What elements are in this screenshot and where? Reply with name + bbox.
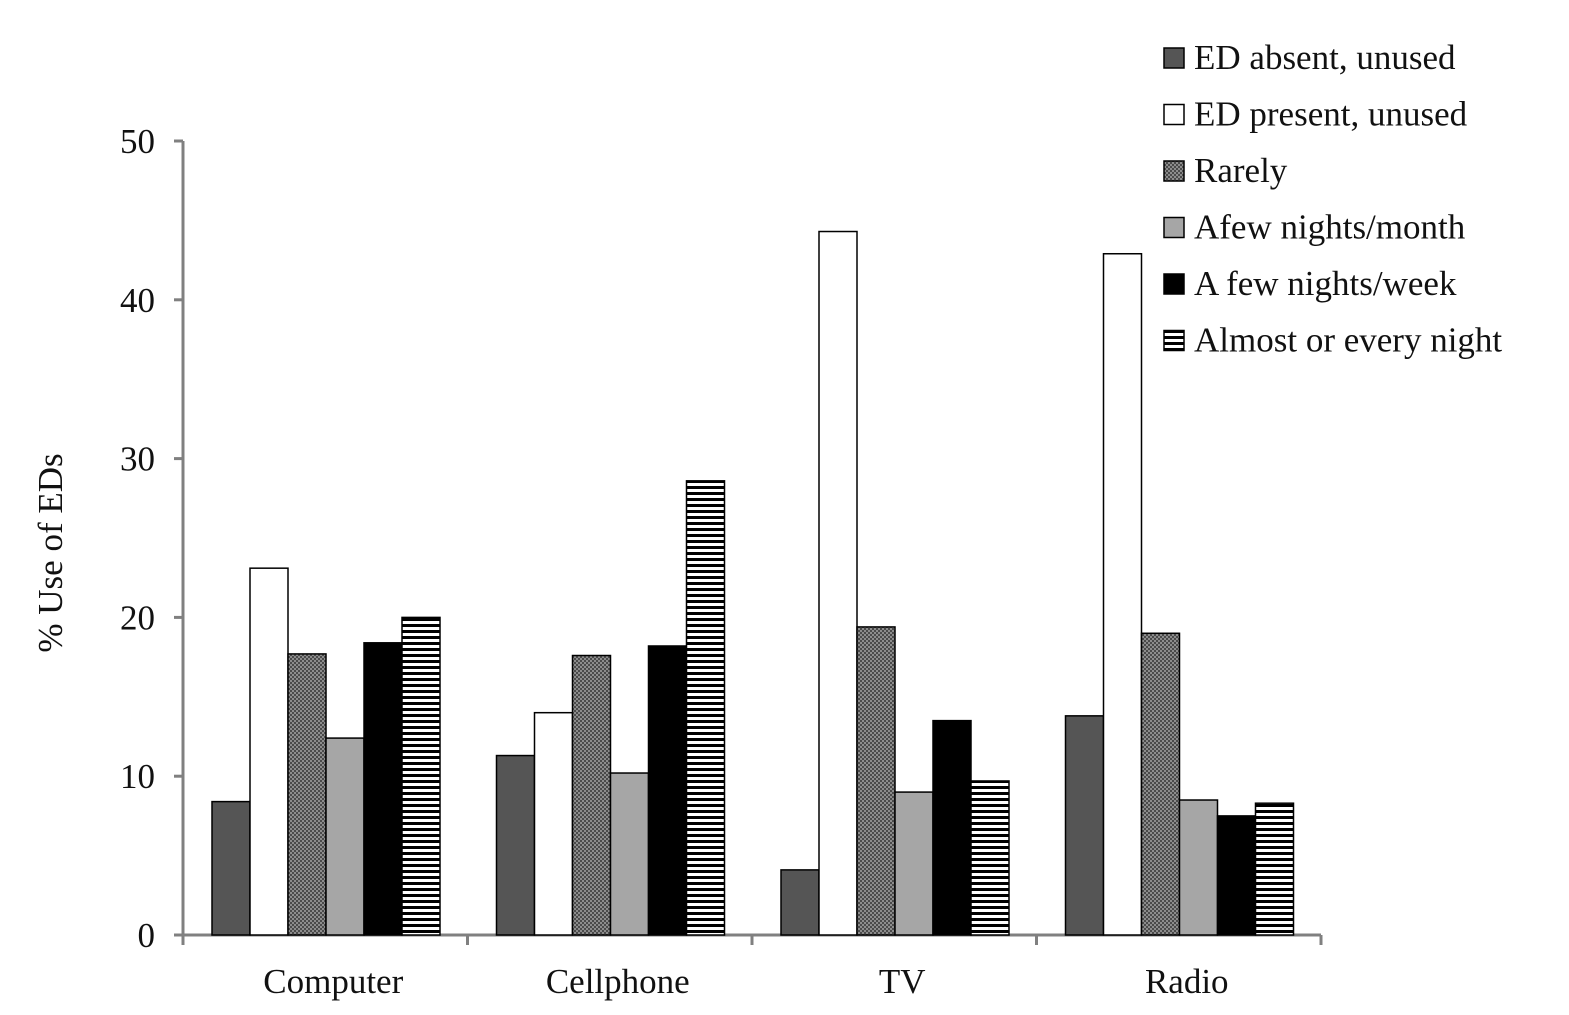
bar-computer-ed-absent-unused [211,800,251,936]
legend-label-ed-present-unused: ED present, unused [1194,95,1468,134]
bar-radio-rarely [1140,632,1181,936]
x-category-label: Radio [1145,962,1229,1001]
bar-radio-a-few-nights-week [1216,815,1257,936]
bar-computer-afew-nights-month [325,737,365,936]
bar-radio-almost-or-every-night [1254,802,1295,936]
legend-swatch-ed-present-unused [1163,103,1185,126]
bar-cellphone-ed-absent-unused [495,754,536,936]
bar-cellphone-rarely [571,654,612,936]
bar-computer-almost-or-every-night [401,616,441,936]
legend-label-afew-nights-month: Afew nights/month [1194,208,1466,247]
bar-radio-ed-present-unused [1102,252,1143,936]
legend-swatch-afew-nights-month [1163,216,1185,239]
x-category-label: TV [879,962,926,1001]
bar-cellphone-ed-present-unused [533,711,574,936]
bar-cellphone-afew-nights-month [609,772,650,936]
bar-cellphone-a-few-nights-week [647,645,688,936]
legend-swatch-almost-or-every-night [1163,329,1185,352]
x-category-label: Computer [263,962,403,1001]
legend-swatch-ed-absent-unused [1163,47,1185,69]
y-tick-label: 10 [120,757,155,796]
legend-label-almost-or-every-night: Almost or every night [1194,321,1502,360]
bar-tv-almost-or-every-night [970,780,1010,936]
legend-swatch-rarely [1163,160,1185,182]
bars [211,230,1295,936]
y-tick-label: 0 [138,916,156,955]
x-category-label: Cellphone [546,962,690,1001]
legend-label-a-few-nights-week: A few nights/week [1194,264,1457,303]
bar-computer-rarely [287,653,327,936]
bar-radio-afew-nights-month [1178,799,1219,936]
bar-tv-ed-present-unused [818,230,858,936]
legend-swatch-a-few-nights-week [1163,273,1185,295]
legend-label-ed-absent-unused: ED absent, unused [1194,38,1456,77]
labels: 0 10 20 30 40 50 % Use of EDs Computer Cellphone… [31,122,1229,1001]
legend: ED absent, unused ED present, unused Rarel… [1163,38,1502,360]
y-tick-label: 50 [120,122,155,161]
bar-tv-afew-nights-month [894,791,934,936]
y-tick-label: 20 [120,598,155,637]
bar-radio-ed-absent-unused [1064,715,1105,936]
bar-computer-a-few-nights-week [363,642,403,936]
bar-computer-ed-present-unused [249,567,289,936]
y-axis-title: % Use of EDs [31,453,70,652]
legend-label-rarely: Rarely [1194,151,1288,190]
bar-tv-rarely [856,626,896,936]
bar-tv-ed-absent-unused [780,869,820,936]
bar-tv-a-few-nights-week [932,719,972,936]
y-tick-label: 40 [120,281,155,320]
y-tick-label: 30 [120,440,155,479]
bar-cellphone-almost-or-every-night [685,480,726,936]
